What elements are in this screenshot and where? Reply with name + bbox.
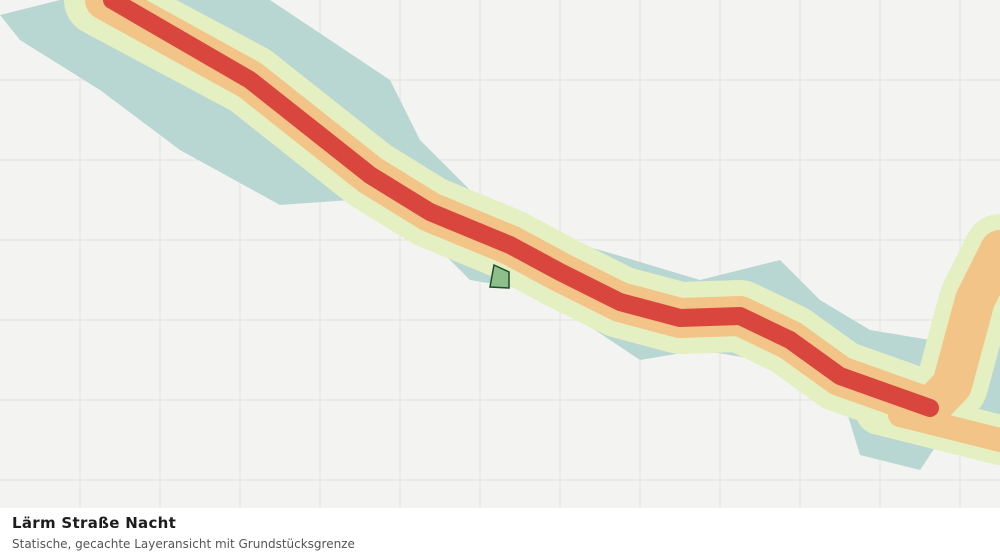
zone-orange-branch: [888, 403, 1000, 452]
noise-bands: [0, 0, 1000, 470]
parcel-boundary: [489, 263, 510, 289]
map-subtitle: Statische, gecachte Layeransicht mit Gru…: [12, 537, 355, 551]
noise-map: [0, 0, 1000, 508]
zone-red: [103, 0, 939, 417]
map-title: Lärm Straße Nacht: [12, 514, 177, 532]
caption: Lärm Straße Nacht Statische, gecachte La…: [0, 508, 1000, 560]
